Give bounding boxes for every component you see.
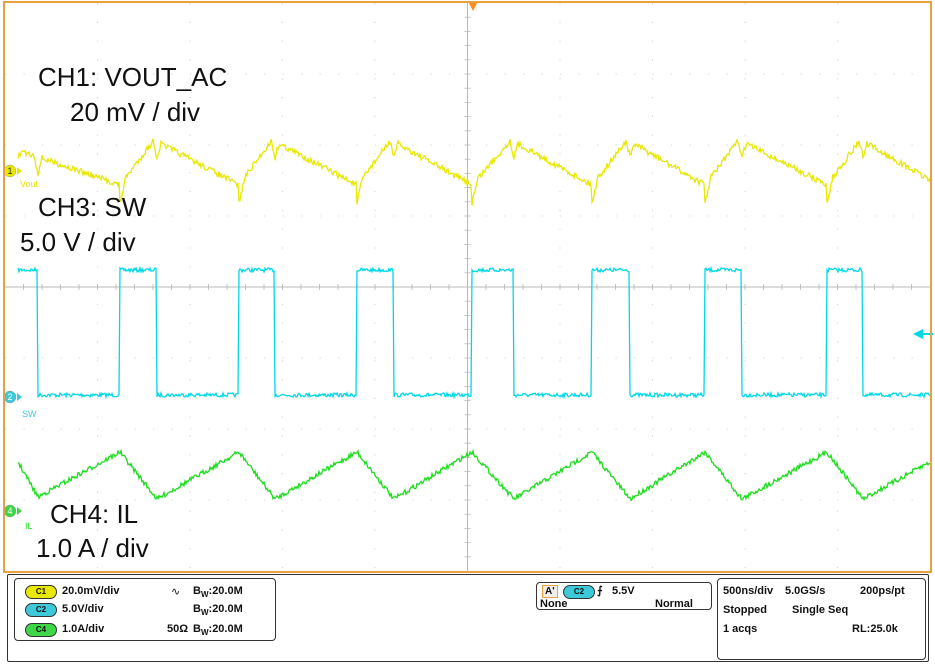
ch1-name-label: CH1: VOUT_AC (38, 62, 227, 92)
il-trace (17, 448, 930, 502)
ch1-scale: 20.0mV/div (62, 585, 120, 597)
trigger-edge-icon: ⨍ (597, 585, 603, 597)
ch1-badge[interactable]: C1 (25, 585, 57, 599)
channel-settings-box (14, 578, 276, 641)
timebase-box (717, 578, 926, 660)
trigger-position-marker[interactable] (469, 3, 477, 11)
trigger-mode-normal: Normal (655, 598, 693, 610)
ch2-ground-marker[interactable]: 2 SW (3, 390, 37, 419)
sample-rate: 5.0GS/s (785, 585, 826, 597)
ch2-scale: 5.0V/div (62, 603, 104, 615)
plot-frame (3, 1, 932, 573)
ch2-bandwidth: BW:20.0M (193, 603, 243, 618)
ch4-ground-marker[interactable]: 4 IL (3, 504, 33, 531)
trigger-level: 5.5V (612, 585, 635, 597)
svg-text:2: 2 (7, 392, 12, 402)
ch3-name-label: CH3: SW (38, 192, 147, 222)
ch1-coupling-icon: ∿ (171, 586, 181, 598)
svg-text:IL: IL (25, 521, 33, 531)
ch4-name-label: CH4: IL (50, 499, 138, 529)
ch4-scale-label: 1.0 A / div (36, 533, 149, 563)
ch1-scale-label: 20 mV / div (70, 97, 200, 127)
svg-text:Vout: Vout (20, 179, 39, 189)
vout-trace (17, 138, 931, 206)
trigger-level-marker[interactable] (913, 329, 923, 339)
svg-text:SW: SW (22, 409, 37, 419)
ch3-scale-label: 5.0 V / div (20, 227, 136, 257)
svg-text:4: 4 (7, 506, 12, 516)
acquisition-mode: Single Seq (792, 604, 849, 616)
resolution: 200ps/pt (860, 585, 905, 597)
svg-text:1: 1 (7, 166, 12, 176)
ch4-impedance: 50Ω (167, 623, 189, 635)
trigger-a-badge[interactable]: A' (542, 585, 558, 598)
acquisition-state: Stopped (723, 604, 767, 616)
time-per-div: 500ns/div (723, 585, 774, 597)
ch4-bandwidth: BW:20.0M (193, 623, 243, 638)
trigger-source-badge[interactable]: C2 (563, 585, 595, 599)
ch2-badge[interactable]: C2 (25, 603, 57, 617)
ch4-scale: 1.0A/div (62, 623, 105, 635)
record-length: RL:25.0k (852, 623, 898, 635)
sw-trace (17, 265, 931, 400)
acquisition-count: 1 acqs (723, 623, 758, 635)
trigger-mode-none: None (540, 598, 568, 610)
ch1-ground-marker[interactable]: 1 Vout (3, 164, 39, 189)
ch4-badge[interactable]: C4 (25, 623, 57, 637)
graticule (5, 3, 930, 571)
ch1-bandwidth: BW:20.0M (193, 585, 243, 600)
